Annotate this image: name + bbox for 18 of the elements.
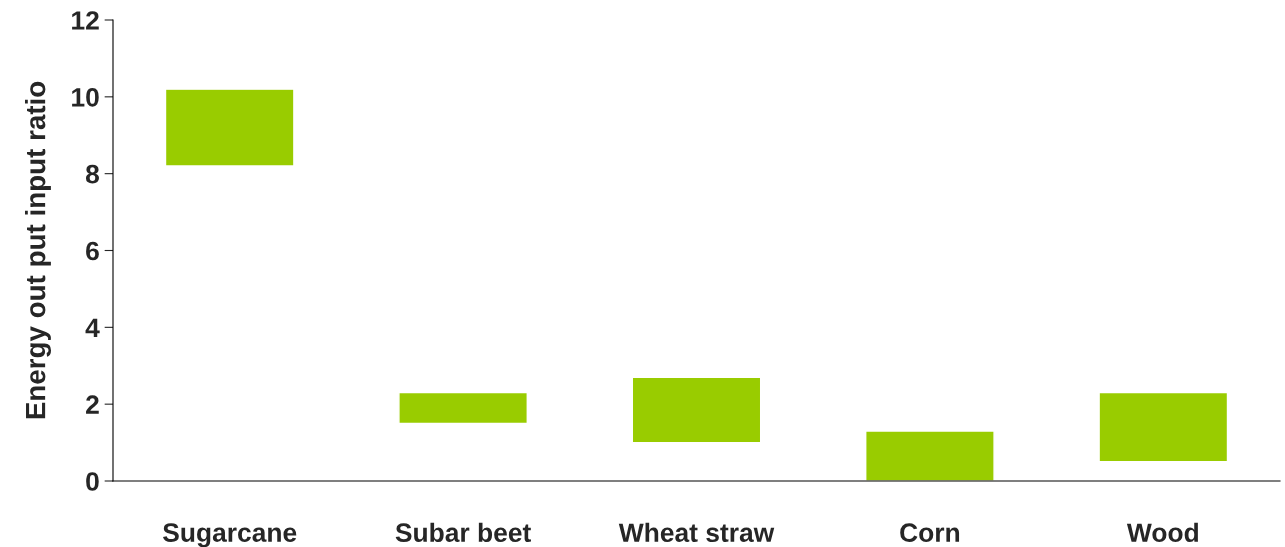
y-axis-title: Energy out put input ratio xyxy=(25,81,52,419)
bar xyxy=(631,376,762,444)
bar xyxy=(164,88,295,167)
x-tick-label: Corn xyxy=(900,523,960,543)
y-tick-label: 0 xyxy=(86,472,99,491)
x-tick-label: Wood xyxy=(1126,522,1198,543)
y-tick-label: 2 xyxy=(86,395,99,414)
y-tick-label: 10 xyxy=(72,87,99,107)
y-tick-label: 12 xyxy=(72,11,99,30)
x-tick-label: Wheat straw xyxy=(618,522,775,543)
bar xyxy=(865,430,995,481)
bar xyxy=(1098,391,1229,463)
y-tick-label: 4 xyxy=(85,318,100,337)
y-tick-label: 8 xyxy=(85,164,99,184)
x-tick-label: Subar beet xyxy=(395,522,531,543)
bar xyxy=(398,391,528,425)
y-tick-label: 6 xyxy=(86,241,99,261)
x-tick-label: Sugarcane xyxy=(163,523,297,547)
